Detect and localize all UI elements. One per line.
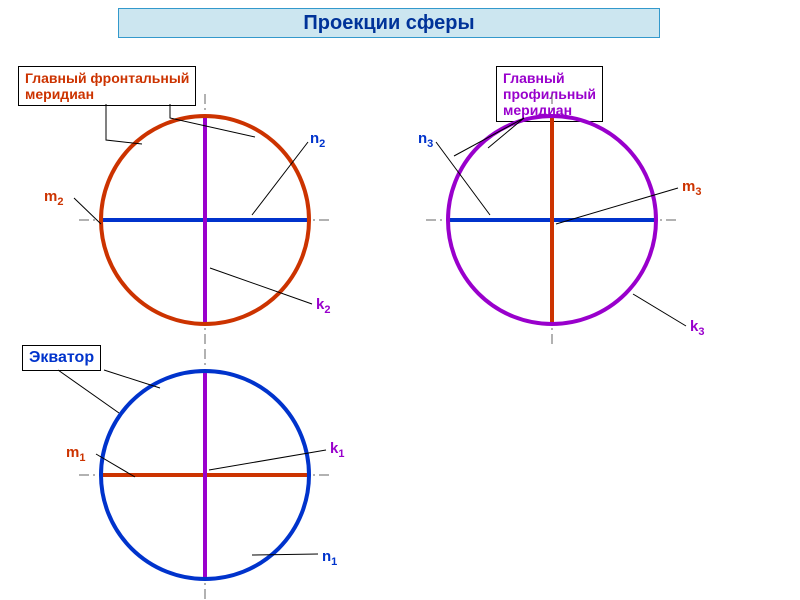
label-m1: m1 <box>66 444 85 464</box>
diagram-svg <box>0 0 800 600</box>
label-n3: n3 <box>418 130 433 150</box>
label-k2: k2 <box>316 296 330 316</box>
label-m2: m2 <box>44 188 63 208</box>
label-n2: n2 <box>310 130 325 150</box>
label-k3: k3 <box>690 318 704 338</box>
label-k1: k1 <box>330 440 344 460</box>
label-n1: n1 <box>322 548 337 568</box>
label-m3: m3 <box>682 178 701 198</box>
